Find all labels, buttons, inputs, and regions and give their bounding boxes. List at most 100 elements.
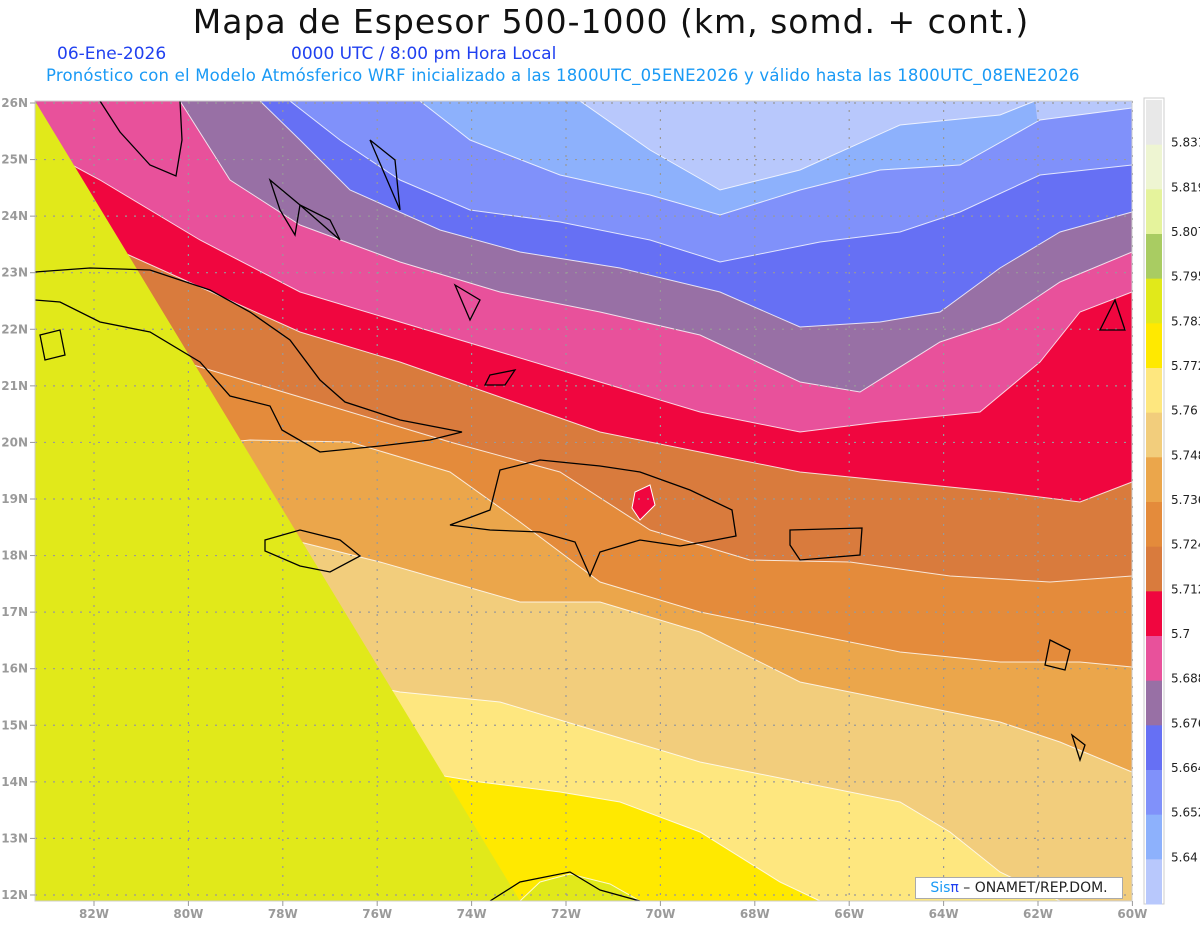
thickness-band: [631, 484, 656, 521]
coastline: [489, 871, 641, 902]
colorbar-swatch: [1146, 859, 1162, 905]
contour-line: [34, 319, 1133, 583]
colorbar-swatch: [1146, 546, 1162, 592]
lat-tick-label: 26N: [1, 96, 28, 110]
colorbar-label: 5.688: [1171, 672, 1200, 686]
colorbar-label: 5.831: [1171, 136, 1200, 150]
lat-tick-label: 18N: [1, 549, 28, 563]
coastline: [1044, 639, 1071, 671]
map-title: Mapa de Espesor 500-1000 (km, somd. + co…: [192, 2, 1030, 41]
forecast-date: 06-Ene-2026: [57, 44, 167, 64]
lon-tick-label: 76W: [362, 907, 392, 921]
coastline: [449, 459, 737, 578]
coastline: [99, 100, 183, 177]
axis-ticks: 26N 25N 24N 23N 22N 21N 20N 19N 18N 17N 16N 15N 14N 1…: [1, 96, 1147, 921]
contour-line: [34, 144, 1133, 433]
colorbar-label: 5.64: [1171, 850, 1198, 864]
lat-tick-label: 19N: [1, 492, 28, 506]
forecast-time: 0000 UTC / 8:00 pm Hora Local: [291, 44, 557, 64]
lat-tick-label: 15N: [1, 718, 28, 732]
colorbar-label: 5.724: [1171, 538, 1200, 552]
colorbar-label: 5.795: [1171, 270, 1200, 284]
colorbar-swatch: [1146, 502, 1162, 548]
lat-tick-label: 13N: [1, 831, 28, 845]
colorbar-label: 5.712: [1171, 582, 1200, 596]
lat-tick-label: 22N: [1, 322, 28, 336]
lat-tick-label: 14N: [1, 775, 28, 789]
lon-tick-label: 82W: [79, 907, 109, 921]
credit-sis: Sis: [930, 880, 951, 896]
lon-tick-label: 62W: [1023, 907, 1053, 921]
colorbar-swatch: [1146, 457, 1162, 503]
forecast-subtitle: Pronóstico con el Modelo Atmósferico WRF…: [46, 66, 1080, 85]
lon-tick-label: 80W: [173, 907, 203, 921]
lon-tick-label: 70W: [645, 907, 675, 921]
lat-tick-label: 25N: [1, 153, 28, 167]
lat-tick-label: 16N: [1, 662, 28, 676]
colorbar-label: 5.819: [1171, 180, 1200, 194]
colorbar-swatch: [1146, 770, 1162, 816]
lon-tick-label: 72W: [551, 907, 581, 921]
coastline: [39, 329, 66, 361]
colorbar-label: 5.772: [1171, 359, 1200, 373]
colorbar-swatch: [1146, 323, 1162, 369]
colorbar-swatch: [1146, 278, 1162, 324]
colorbar-label: 5.748: [1171, 448, 1200, 462]
colorbar: 5.831 5.819 5.807 5.795 5.783 5.772 5.76 5.748 5…: [1143, 97, 1200, 905]
lat-tick-label: 21N: [1, 379, 28, 393]
contour-line: [259, 100, 1133, 328]
colorbar-label: 5.807: [1171, 225, 1200, 239]
coastline: [268, 178, 301, 237]
contour-line: [579, 100, 1036, 191]
colorbar-swatch: [1146, 636, 1162, 682]
contour-line: [34, 419, 1133, 668]
credit-org: – ONAMET/REP.DOM.: [958, 880, 1108, 896]
contour-line: [179, 100, 1133, 393]
colorbar-swatch: [1146, 725, 1162, 771]
coastline: [1098, 298, 1126, 331]
thickness-band: [35, 101, 640, 901]
pi-logo: π: [950, 880, 959, 896]
colorbar-label: 5.7: [1171, 627, 1190, 641]
lat-tick-label: 20N: [1, 435, 28, 449]
lon-tick-label: 60W: [1117, 907, 1147, 921]
colorbar-swatch: [1146, 100, 1162, 146]
contour-line: [519, 873, 641, 902]
coastline: [483, 369, 517, 386]
coastline: [264, 529, 362, 573]
colorbar-swatch: [1146, 680, 1162, 726]
lon-tick-label: 68W: [740, 907, 770, 921]
colorbar-label: 5.783: [1171, 314, 1200, 328]
colorbar-label: 5.76: [1171, 404, 1198, 418]
coastline: [453, 283, 481, 322]
colorbar-swatch: [1146, 234, 1162, 280]
lon-tick-label: 64W: [929, 907, 959, 921]
map-frame: [34, 100, 1133, 902]
coastline: [34, 267, 463, 453]
colorbar-label: 5.676: [1171, 716, 1200, 730]
lat-tick-label: 12N: [1, 888, 28, 902]
lat-tick-label: 23N: [1, 266, 28, 280]
coastline: [299, 204, 341, 241]
colorbar-swatch: [1146, 412, 1162, 458]
credit-box: Sisπ – ONAMET/REP.DOM.: [915, 877, 1123, 899]
colorbar-label: 5.736: [1171, 493, 1200, 507]
lat-tick-label: 24N: [1, 209, 28, 223]
colorbar-swatch: [1146, 368, 1162, 414]
colorbar-swatch: [1146, 189, 1162, 235]
thickness-bands: [34, 100, 1133, 902]
coastlines: [34, 100, 1126, 902]
contour-line: [289, 100, 1133, 263]
lon-tick-label: 78W: [268, 907, 298, 921]
coastline: [369, 139, 401, 211]
lon-tick-label: 66W: [834, 907, 864, 921]
lon-tick-label: 74W: [457, 907, 487, 921]
coastline: [789, 527, 863, 561]
coastline: [1070, 733, 1086, 763]
colorbar-label: 5.664: [1171, 761, 1200, 775]
colorbar-swatch: [1146, 144, 1162, 190]
colorbar-label: 5.652: [1171, 806, 1200, 820]
lat-tick-label: 17N: [1, 605, 28, 619]
colorbar-swatch: [1146, 814, 1162, 860]
